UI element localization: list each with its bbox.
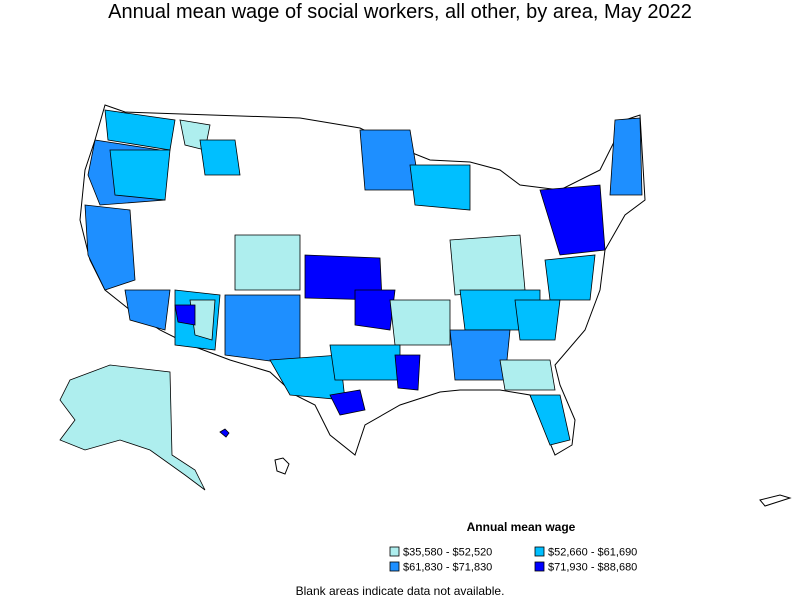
map-title: Annual mean wage of social workers, all … (108, 1, 692, 23)
hawaii (219, 428, 230, 438)
legend-swatch (389, 546, 400, 557)
region (409, 164, 471, 211)
region (329, 389, 366, 416)
legend-label: $52,660 - $61,690 (548, 547, 637, 559)
legend-label: $35,580 - $52,520 (403, 547, 492, 559)
region (354, 289, 396, 331)
alaska (59, 364, 206, 491)
region (539, 184, 606, 256)
region (359, 129, 421, 191)
region (329, 344, 401, 381)
region (124, 289, 171, 331)
legend: Annual mean wage $35,580 - $52,520 $52,66… (389, 520, 637, 574)
region (449, 329, 511, 381)
map (59, 104, 792, 507)
region (199, 139, 241, 176)
legend-title: Annual mean wage (467, 520, 576, 534)
legend-swatch (389, 561, 400, 572)
region (499, 359, 556, 391)
region (609, 117, 643, 196)
region (394, 354, 421, 391)
region (389, 299, 451, 346)
region (544, 254, 596, 301)
legend-label: $61,830 - $71,830 (403, 562, 492, 574)
region (84, 204, 136, 291)
legend-label: $71,930 - $88,680 (548, 562, 637, 574)
region (109, 149, 171, 201)
hawaii-islands (274, 457, 792, 507)
region (449, 234, 526, 296)
region (514, 299, 561, 341)
region (224, 294, 301, 366)
legend-swatch (534, 561, 545, 572)
note: Blank areas indicate data not available. (296, 584, 505, 598)
region (529, 394, 571, 446)
region (174, 304, 196, 326)
region (234, 234, 301, 291)
legend-swatch (534, 546, 545, 557)
